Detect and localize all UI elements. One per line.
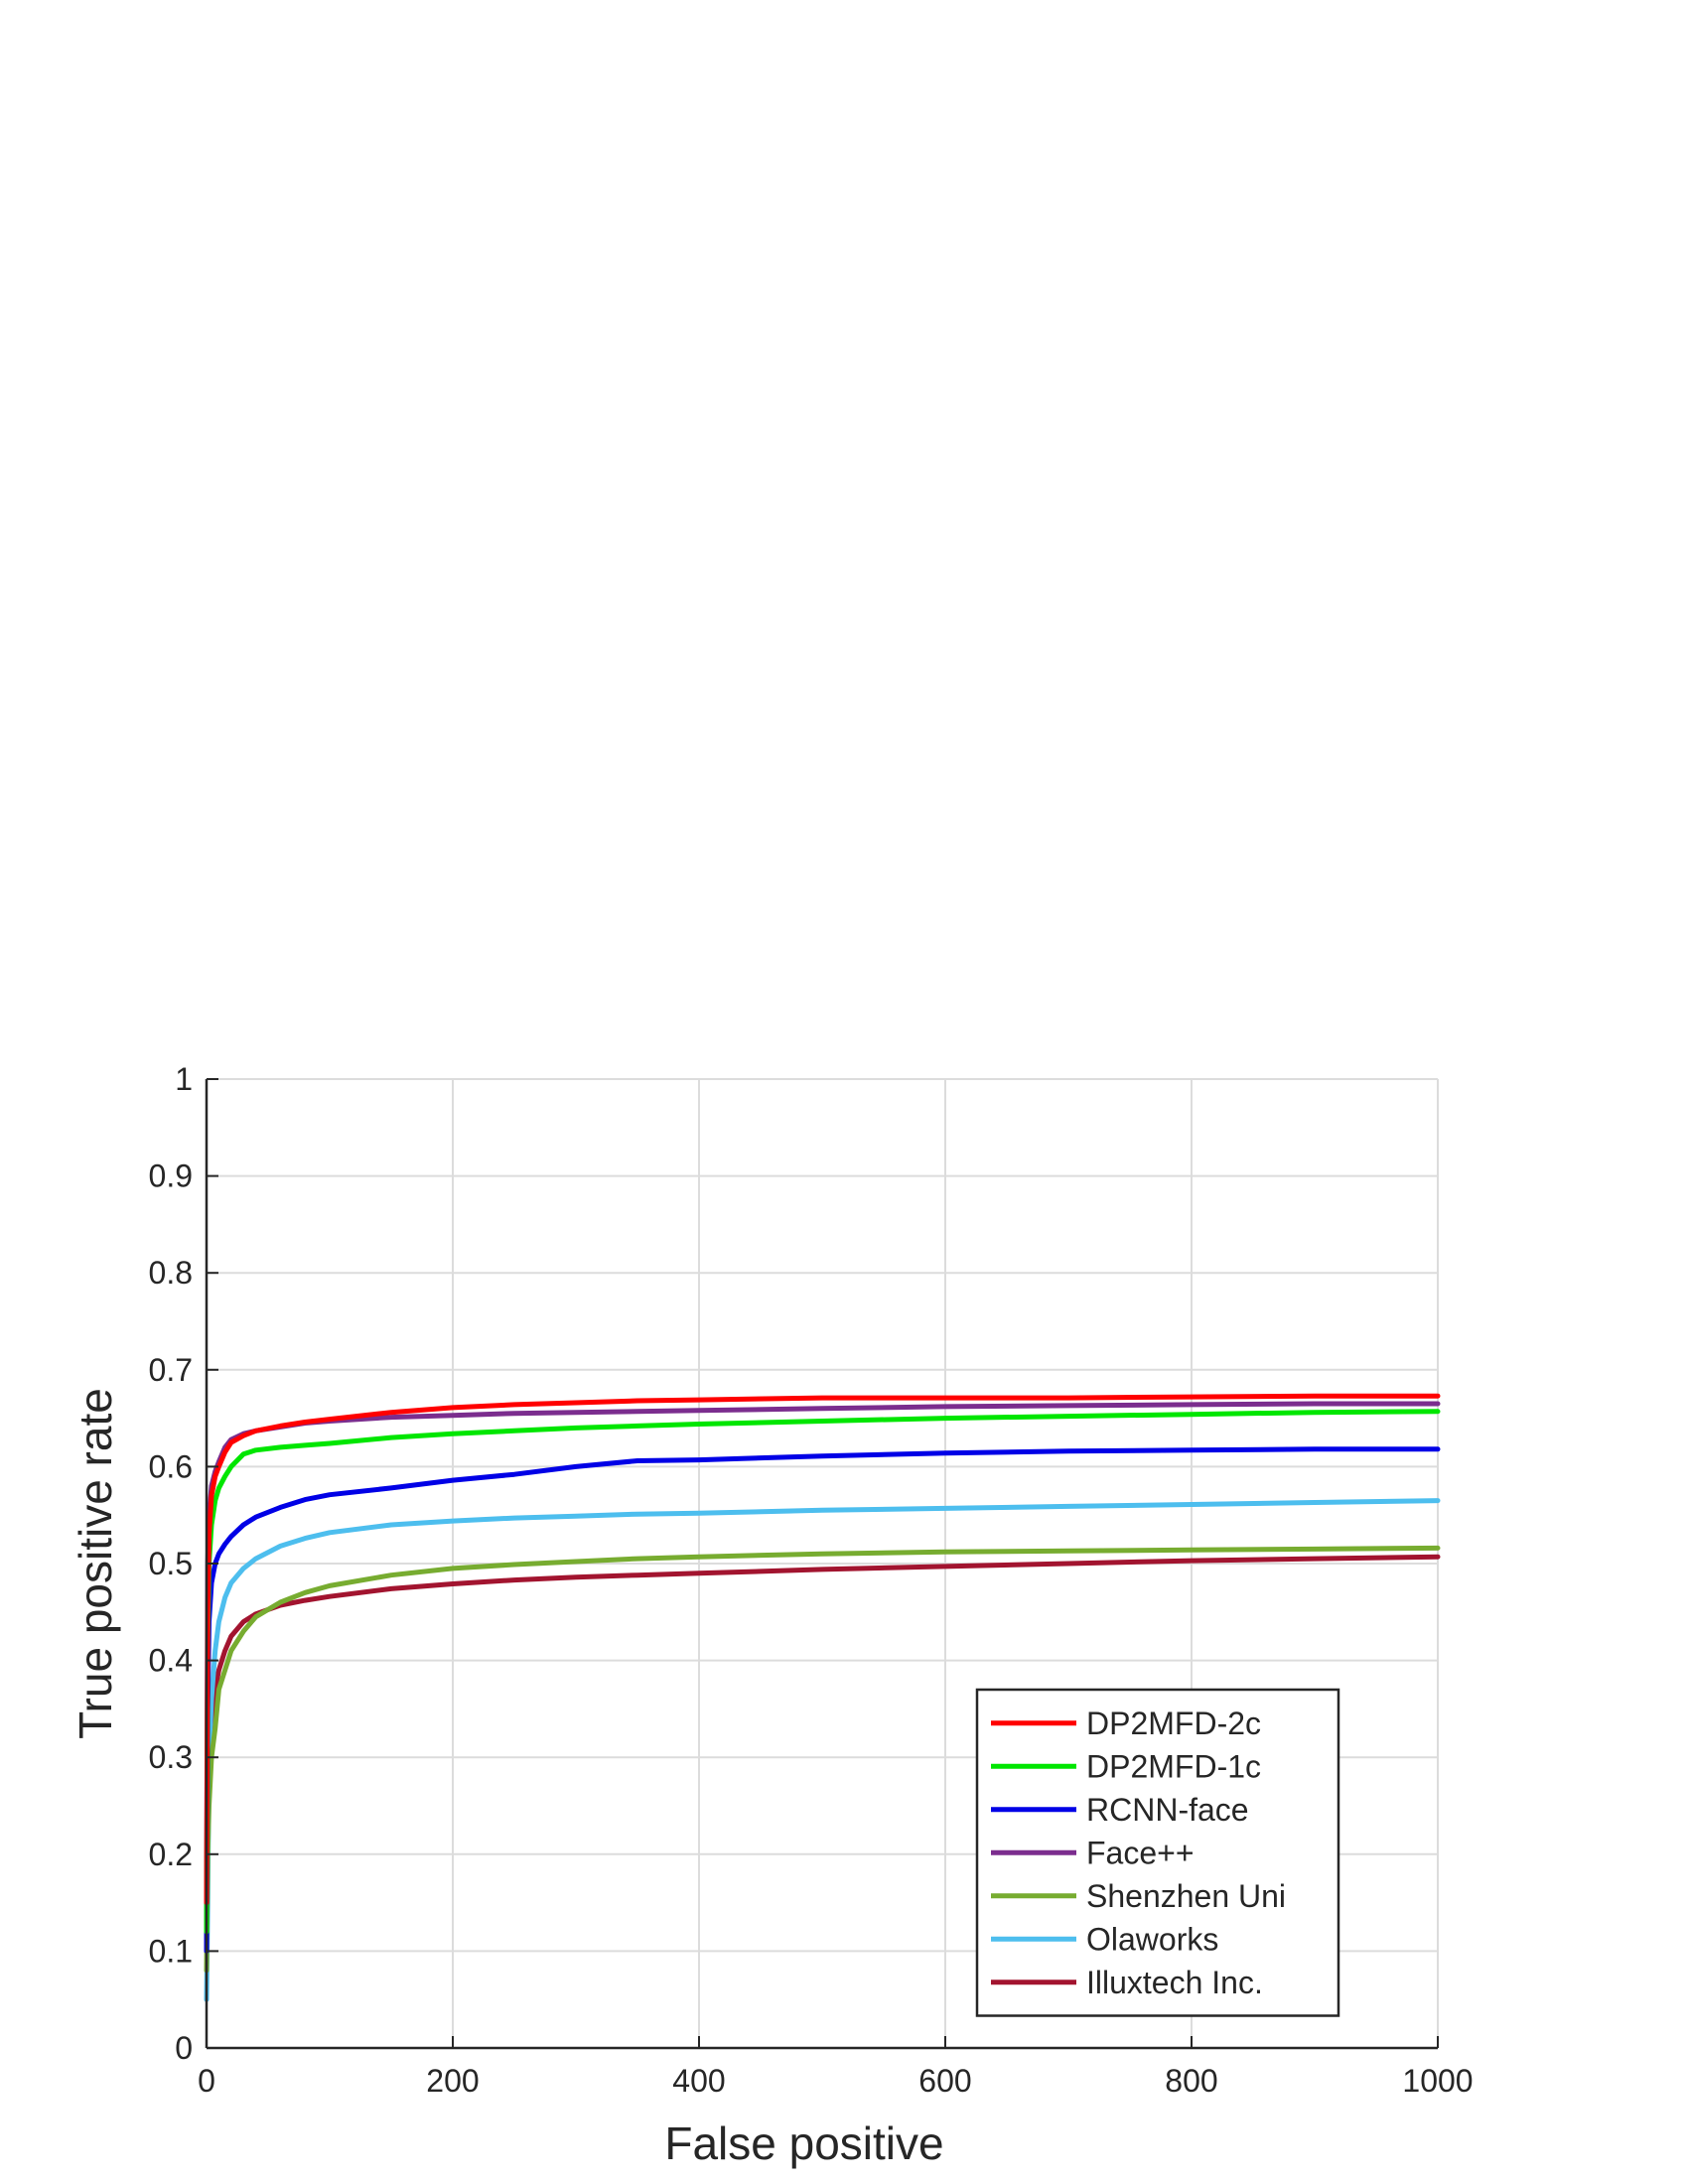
- y-tick-label: 0.9: [149, 1159, 193, 1194]
- legend-label-olaworks: Olaworks: [1086, 1921, 1218, 1957]
- y-tick-label: 0.3: [149, 1739, 193, 1775]
- x-tick-label: 800: [1165, 2063, 1217, 2099]
- legend-label-shenzhen-uni: Shenzhen Uni: [1086, 1878, 1286, 1914]
- x-tick-label: 200: [426, 2063, 479, 2099]
- y-tick-label: 0.5: [149, 1546, 193, 1581]
- series-line-illuxtech-inc: [204, 1554, 1441, 1954]
- series-line-shenzhen-uni: [204, 1545, 1441, 1974]
- x-ticks: 0 200 400 600 800 1000: [198, 2036, 1474, 2099]
- y-axis-label: True positive rate: [70, 1388, 121, 1739]
- series-line-olaworks: [204, 1498, 1441, 2002]
- legend-label-dp2mfd-2c: DP2MFD-2c: [1086, 1706, 1261, 1741]
- legend-label-rcnn-face: RCNN-face: [1086, 1792, 1249, 1828]
- y-tick-label: 0.6: [149, 1448, 193, 1484]
- legend: DP2MFD-2c DP2MFD-1c RCNN-face Face++ Shenzhe…: [975, 1688, 1340, 2017]
- legend-label-dp2mfd-1c: DP2MFD-1c: [1086, 1748, 1261, 1784]
- y-tick-label: 0.7: [149, 1352, 193, 1388]
- y-tick-label: 1: [175, 1061, 193, 1097]
- legend-label-illuxtech-inc: Illuxtech Inc.: [1086, 1965, 1263, 2000]
- y-tick-label: 0.2: [149, 1837, 193, 1872]
- x-tick-label: 600: [918, 2063, 971, 2099]
- series-line-dp2mfd-1c: [204, 1409, 1441, 1935]
- y-tick-label: 0.1: [149, 1933, 193, 1969]
- x-tick-label: 1000: [1402, 2063, 1473, 2099]
- y-tick-label: 0.4: [149, 1643, 193, 1679]
- x-tick-label: 400: [672, 2063, 725, 2099]
- y-ticks: 0 0.1 0.2 0.3 0.4 0.5 0.6 0.7 0.8 0.9 1: [149, 1061, 218, 2066]
- legend-label-face: Face++: [1086, 1835, 1195, 1870]
- series-layer: [204, 1393, 1441, 2002]
- x-tick-label: 0: [198, 2063, 215, 2099]
- y-tick-label: 0: [175, 2030, 193, 2066]
- series-line-dp2mfd-2c: [204, 1393, 1441, 1906]
- y-tick-label: 0.8: [149, 1255, 193, 1291]
- grid: [207, 1078, 1439, 2048]
- x-axis-label: False positive: [664, 2117, 943, 2169]
